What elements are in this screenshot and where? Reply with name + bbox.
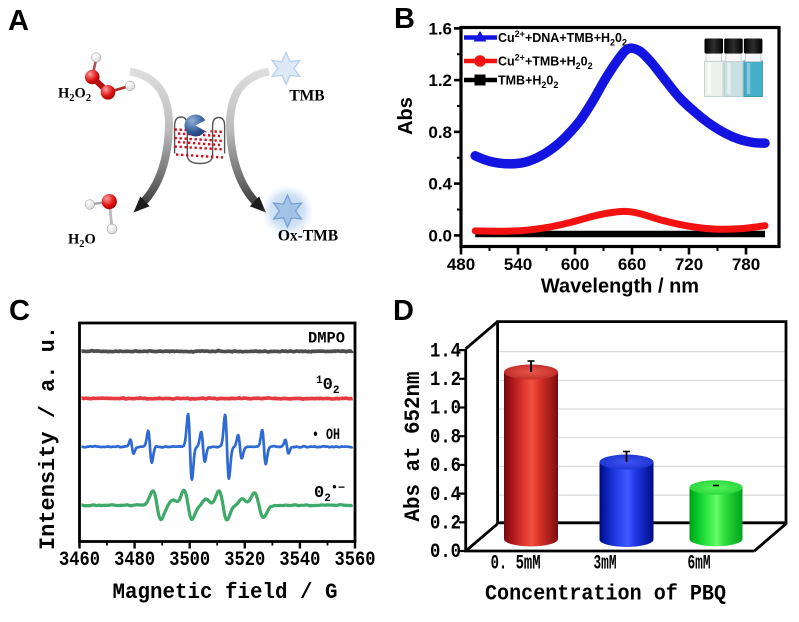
svg-text:A: A	[8, 5, 29, 37]
svg-text:1.6: 1.6	[428, 19, 452, 38]
svg-text:Cu2++DNA+TMB+H202: Cu2++DNA+TMB+H202	[498, 29, 627, 48]
svg-text:H2O: H2O	[68, 232, 96, 251]
svg-text:1.2: 1.2	[428, 71, 452, 90]
svg-text:102: 102	[316, 375, 339, 397]
svg-text:B: B	[394, 3, 415, 35]
svg-text:1.0: 1.0	[430, 398, 461, 421]
svg-text:0.0: 0.0	[430, 541, 461, 564]
svg-text:Concentration of PBQ: Concentration of PBQ	[485, 582, 726, 607]
svg-text:780: 780	[732, 255, 760, 274]
svg-text:DMPO: DMPO	[308, 330, 345, 348]
svg-text:Abs at 652nm: Abs at 652nm	[401, 372, 426, 522]
svg-text:Wavelength / nm: Wavelength / nm	[541, 276, 699, 298]
svg-text:Abs: Abs	[395, 97, 417, 135]
svg-text:0.4: 0.4	[430, 484, 461, 507]
svg-text:02•−: 02•−	[314, 481, 345, 505]
svg-text:0.8: 0.8	[430, 426, 461, 449]
svg-text:0.0: 0.0	[428, 226, 452, 245]
svg-text:3520: 3520	[224, 549, 265, 572]
svg-text:3460: 3460	[59, 549, 100, 572]
svg-text:3500: 3500	[169, 549, 210, 572]
svg-text:480: 480	[447, 255, 475, 274]
svg-text:0.6: 0.6	[430, 455, 461, 478]
svg-text:Ox-TMB: Ox-TMB	[278, 228, 338, 245]
svg-text:3mM: 3mM	[594, 553, 617, 576]
svg-text:• OH: • OH	[312, 426, 340, 444]
svg-text:D: D	[393, 295, 414, 327]
svg-text:0.8: 0.8	[428, 123, 452, 142]
svg-text:C: C	[9, 295, 30, 327]
svg-text:0. 5mM: 0. 5mM	[491, 553, 541, 576]
svg-text:3540: 3540	[279, 549, 320, 572]
svg-text:Intensity / a. u.: Intensity / a. u.	[36, 326, 61, 550]
svg-text:720: 720	[675, 255, 703, 274]
svg-text:3560: 3560	[335, 549, 376, 572]
svg-text:6mM: 6mM	[688, 553, 711, 576]
svg-text:540: 540	[504, 255, 532, 274]
svg-text:600: 600	[561, 255, 589, 274]
svg-text:1.4: 1.4	[430, 340, 461, 363]
svg-text:TMB: TMB	[289, 88, 324, 105]
svg-text:H2O2: H2O2	[58, 86, 91, 105]
svg-text:0.4: 0.4	[428, 175, 452, 194]
svg-text:3480: 3480	[114, 549, 155, 572]
svg-text:660: 660	[618, 255, 646, 274]
svg-text:1.2: 1.2	[430, 369, 461, 392]
svg-text:Magnetic field / G: Magnetic field / G	[113, 580, 338, 605]
svg-text:0.2: 0.2	[430, 513, 461, 536]
